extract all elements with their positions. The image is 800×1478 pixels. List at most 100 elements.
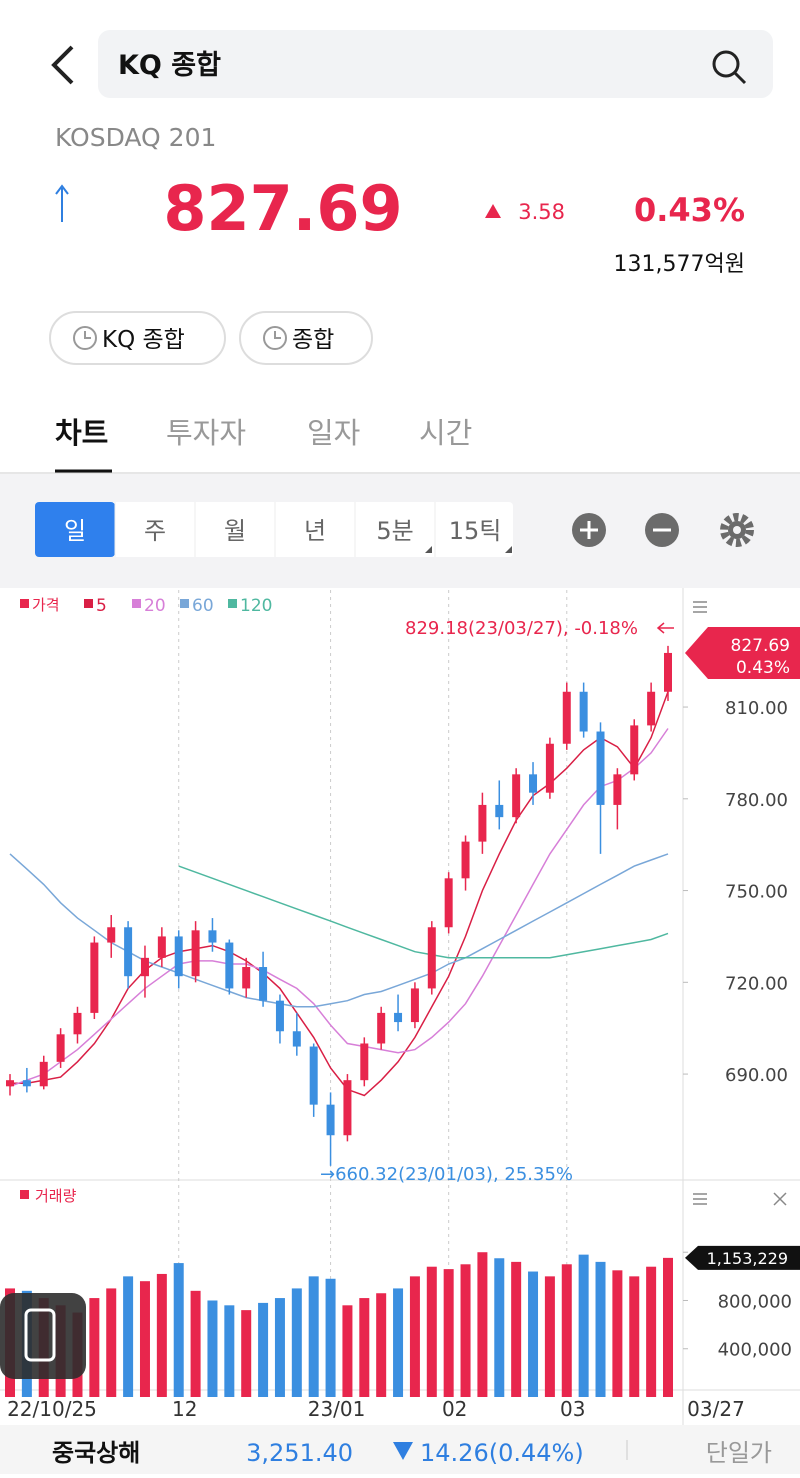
back-button[interactable]	[51, 45, 74, 85]
volume-bar	[156, 1273, 167, 1397]
volume-bar	[646, 1266, 657, 1397]
candle-body	[157, 936, 166, 958]
volume-menu[interactable]	[693, 1193, 707, 1205]
volume-tick-label: 800,000	[718, 1291, 792, 1312]
candle-body	[427, 927, 436, 989]
period-button[interactable]: 일	[64, 517, 86, 545]
tab[interactable]: 차트	[55, 416, 108, 450]
x-tick-label: 22/10/25	[7, 1397, 97, 1421]
candle-body	[275, 1000, 284, 1032]
legend-swatch	[180, 599, 189, 608]
volume-bar	[139, 1281, 150, 1397]
x-tick-label: 02	[442, 1397, 467, 1421]
footer-session: 단일가	[706, 1439, 772, 1467]
volume-legend-swatch	[20, 1190, 29, 1199]
change: 3.58	[518, 200, 565, 224]
last-volume-label: 1,153,229	[707, 1249, 788, 1268]
tab[interactable]: 일자	[307, 416, 360, 450]
rotate-icon	[24, 1308, 56, 1362]
volume-bar	[409, 1276, 420, 1397]
candle-body	[394, 1012, 403, 1023]
chip[interactable]	[239, 311, 373, 365]
volume-bar	[426, 1266, 437, 1397]
legend-label: 120	[240, 596, 272, 616]
period-selected	[35, 502, 115, 557]
candle-body	[174, 936, 183, 977]
volume-bar	[376, 1293, 387, 1397]
ma-line	[10, 691, 669, 1097]
volume-bar	[477, 1252, 488, 1397]
period-button[interactable]: 15틱	[449, 517, 502, 545]
period-button[interactable]: 주	[144, 517, 166, 545]
volume-legend-label: 거래량	[35, 1187, 77, 1205]
tab[interactable]: 투자자	[166, 416, 246, 450]
legend-label: 60	[192, 596, 214, 616]
candle-body	[56, 1034, 65, 1062]
period-button[interactable]: 5분	[376, 517, 413, 545]
candle-body	[562, 691, 571, 744]
volume-bar	[123, 1276, 134, 1397]
volume-bar	[173, 1263, 184, 1397]
subtitle: KOSDAQ 201	[55, 123, 216, 152]
chip-clock-hand	[84, 331, 91, 339]
candle-body	[461, 841, 470, 879]
last-change-label: 0.43%	[736, 658, 790, 678]
candle-body	[124, 927, 133, 977]
candle-body	[360, 1043, 369, 1081]
candle-body	[208, 930, 217, 943]
volume-bar	[308, 1276, 319, 1397]
price: 827.69	[163, 172, 402, 245]
search-text: KQ 종합	[118, 50, 221, 81]
volume-bar	[663, 1257, 673, 1397]
chip[interactable]	[49, 311, 226, 365]
footer-index: 3,251.40	[246, 1439, 353, 1467]
high-note-arrow	[656, 622, 674, 634]
x-tick-label: 23/01	[308, 1397, 366, 1421]
candle-body	[22, 1080, 31, 1087]
down-triangle	[393, 1442, 413, 1460]
volume-close[interactable]	[773, 1192, 787, 1206]
up-triangle	[485, 204, 501, 218]
volume-bar	[274, 1298, 285, 1397]
search-icon[interactable]	[712, 50, 740, 78]
volume-bar	[460, 1264, 471, 1397]
volume-tick-label: 400,000	[718, 1340, 792, 1361]
search-box[interactable]	[98, 30, 773, 98]
candle-body	[6, 1080, 14, 1087]
candle-body	[613, 774, 622, 805]
candle-body	[545, 743, 554, 793]
candle-body	[512, 774, 521, 818]
volume-bar	[561, 1264, 572, 1397]
legend-swatch	[228, 599, 237, 608]
high-note: 829.18(23/03/27), -0.18%	[405, 618, 638, 639]
ma-line	[9, 728, 669, 1088]
period-button[interactable]: 년	[304, 517, 326, 545]
y-tick-label: 750.00	[725, 882, 788, 903]
chip-label: 종합	[292, 327, 334, 353]
candle-body	[326, 1104, 335, 1136]
chip-clock-hand	[274, 331, 281, 339]
legend-label: 20	[144, 596, 166, 616]
low-note: →660.32(23/01/03), 25.35%	[320, 1164, 573, 1185]
volume-bar	[224, 1305, 235, 1397]
rotate-button[interactable]	[0, 1293, 86, 1379]
last-price-tag	[685, 626, 800, 679]
candle-body	[309, 1046, 318, 1105]
y-tick-label: 810.00	[725, 698, 788, 719]
chip-clock	[73, 326, 97, 350]
x-tick-label: 12	[172, 1397, 197, 1421]
settings[interactable]	[720, 513, 754, 547]
legend-swatch	[20, 599, 29, 608]
volume-bar	[629, 1276, 640, 1397]
price-menu[interactable]	[693, 601, 707, 613]
y-tick-label: 690.00	[725, 1065, 788, 1086]
period-button[interactable]: 월	[224, 517, 246, 545]
candle-body	[444, 878, 453, 928]
volume-bar	[342, 1305, 353, 1397]
candle-body	[259, 967, 268, 1001]
legend-swatch	[132, 599, 141, 608]
x-tick-label: 03	[560, 1397, 585, 1421]
change-pct: 0.43%	[634, 191, 745, 229]
tab[interactable]: 시간	[419, 416, 472, 450]
